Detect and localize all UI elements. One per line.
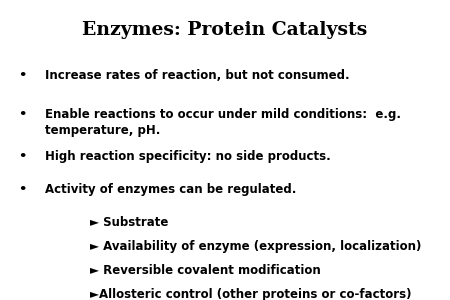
Text: ► Reversible covalent modification: ► Reversible covalent modification [90,264,321,277]
Text: Increase rates of reaction, but not consumed.: Increase rates of reaction, but not cons… [45,69,350,82]
Text: •: • [18,108,27,121]
Text: Activity of enzymes can be regulated.: Activity of enzymes can be regulated. [45,183,297,196]
Text: Enzymes: Protein Catalysts: Enzymes: Protein Catalysts [82,21,368,39]
Text: •: • [18,69,27,82]
Text: ► Availability of enzyme (expression, localization): ► Availability of enzyme (expression, lo… [90,240,421,253]
Text: •: • [18,150,27,163]
Text: Enable reactions to occur under mild conditions:  e.g.
temperature, pH.: Enable reactions to occur under mild con… [45,108,401,137]
Text: ► Substrate: ► Substrate [90,216,168,229]
Text: High reaction specificity: no side products.: High reaction specificity: no side produ… [45,150,331,163]
Text: •: • [18,183,27,196]
Text: ►Allosteric control (other proteins or co-factors): ►Allosteric control (other proteins or c… [90,288,411,300]
